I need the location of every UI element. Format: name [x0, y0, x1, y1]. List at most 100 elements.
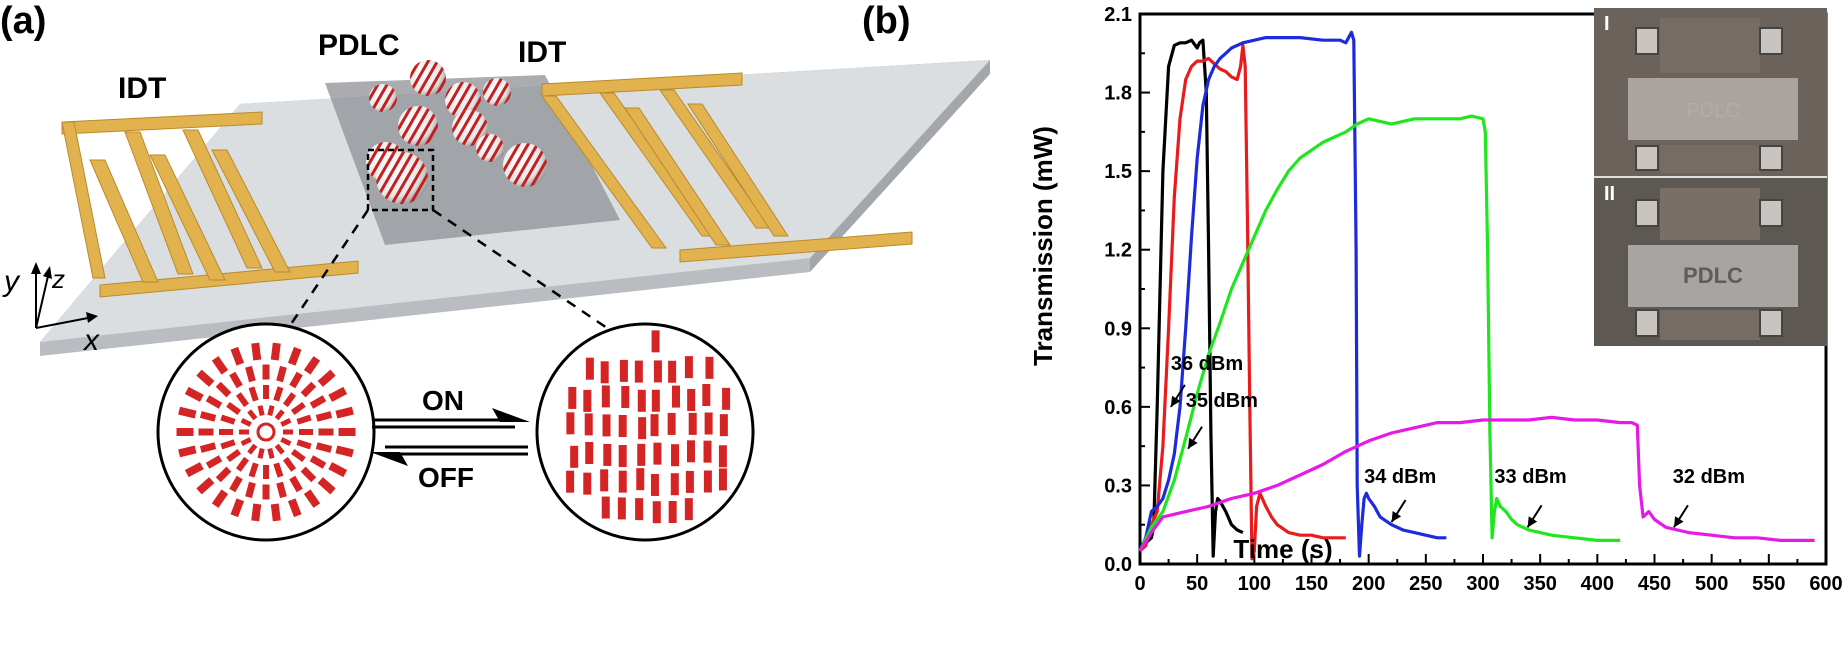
lc-molecule	[215, 466, 232, 483]
y-tick-label: 1.5	[1104, 161, 1132, 183]
lc-molecule	[584, 413, 593, 436]
lc-molecule	[263, 465, 269, 479]
lc-molecule	[687, 388, 696, 411]
y-tick-label: 1.2	[1104, 240, 1132, 262]
lc-molecule	[585, 441, 594, 464]
lc-molecule	[702, 384, 711, 407]
lc-molecule	[315, 442, 333, 453]
annotation-arrowhead	[1188, 437, 1198, 449]
lc-molecule	[245, 481, 256, 499]
lc-molecule	[240, 437, 252, 446]
lc-molecule	[684, 498, 693, 521]
lc-molecule	[248, 386, 259, 402]
lc-molecule	[267, 448, 275, 459]
panel-a-label: (a)	[0, 0, 47, 42]
lc-molecule	[245, 365, 256, 383]
annotation-arrowhead	[1673, 516, 1684, 528]
lc-molecule	[668, 360, 677, 383]
lc-molecule	[235, 392, 250, 408]
lc-molecule	[262, 484, 270, 500]
series-line-32-dbm	[1138, 415, 1815, 552]
lc-molecule	[634, 360, 643, 383]
lc-molecule	[619, 359, 628, 382]
lc-molecule	[205, 455, 223, 469]
lc-molecule	[178, 445, 197, 458]
lc-molecule	[653, 360, 662, 383]
lc-molecule	[198, 428, 214, 436]
lc-molecule	[303, 356, 321, 375]
annotation-arrowhead	[1391, 510, 1402, 523]
lc-molecule	[635, 498, 644, 521]
annotation-label: 35 dBm	[1186, 390, 1258, 412]
lc-molecule	[600, 469, 609, 492]
panel-b-chart: 0 50 100 150 200 250 300 350 400 450 500 550 600 0.0 0…	[1028, 4, 1843, 595]
lc-molecule	[317, 477, 336, 495]
lc-molecule	[230, 498, 245, 518]
lc-molecule	[637, 443, 646, 466]
x-tick-label: 550	[1752, 573, 1785, 595]
droplet	[398, 106, 438, 146]
lc-molecule	[220, 414, 236, 425]
lc-molecule	[196, 369, 215, 387]
inset-photo: PDLC PDLC I II	[1594, 8, 1827, 346]
x-tick-label: 200	[1352, 573, 1385, 595]
lc-molecule	[300, 466, 317, 483]
series-line-34-dbm	[1138, 30, 1447, 558]
annotation-label: 33 dBm	[1494, 466, 1566, 488]
inset-device-label-bottom: PDLC	[1683, 263, 1743, 288]
y-tick-label: 0.0	[1104, 554, 1132, 576]
y-tick-label: 0.9	[1104, 318, 1132, 340]
annotation-arrowhead	[1170, 395, 1181, 407]
droplet	[503, 143, 547, 187]
y-axis-title: Transmission (mW)	[1028, 126, 1058, 366]
lc-molecule	[703, 470, 712, 493]
y-tick-label: 0.3	[1104, 475, 1132, 497]
lc-molecule	[199, 411, 217, 422]
lc-molecule	[650, 414, 659, 437]
lc-molecule	[273, 386, 284, 402]
lc-molecule	[239, 429, 249, 435]
radial-droplet-zoom	[156, 322, 376, 542]
lc-molecule	[257, 448, 265, 459]
idt-left-electrode	[61, 111, 359, 298]
lc-molecule	[226, 448, 242, 463]
lc-molecule	[276, 481, 287, 499]
lc-molecule	[290, 448, 306, 463]
lc-molecule	[618, 414, 627, 437]
lc-molecule	[178, 406, 197, 419]
axis-z-label: z	[51, 264, 65, 294]
lc-molecule	[247, 409, 258, 421]
lc-molecule	[296, 439, 312, 450]
lc-molecule	[229, 371, 243, 389]
lc-molecule	[229, 475, 243, 493]
lc-molecule	[289, 371, 303, 389]
off-arrow	[370, 445, 528, 466]
panel-b-label: (b)	[862, 0, 911, 42]
x-tick-label: 250	[1409, 573, 1442, 595]
lc-molecule	[247, 443, 258, 455]
lc-molecule	[274, 443, 285, 455]
droplet	[452, 110, 488, 146]
x-tick-label: 150	[1295, 573, 1328, 595]
inset-device-label-top: PDLC	[1686, 100, 1739, 122]
lc-molecule	[603, 443, 612, 466]
lc-molecule	[309, 395, 327, 409]
lc-molecule	[270, 503, 281, 522]
lc-molecule	[585, 357, 594, 380]
on-label: ON	[422, 385, 464, 416]
lc-molecule	[184, 462, 204, 478]
lc-molecule	[722, 387, 731, 410]
x-tick-label: 300	[1466, 573, 1499, 595]
lc-molecule	[650, 473, 659, 496]
aligned-droplet-zoom	[535, 322, 755, 542]
lc-molecule	[289, 475, 303, 493]
lc-molecule	[230, 346, 245, 366]
lc-molecule	[211, 489, 229, 508]
lc-molecule	[262, 364, 270, 380]
lc-molecule	[184, 386, 204, 402]
lc-molecule	[309, 455, 327, 469]
lc-molecule	[215, 381, 232, 398]
axis-y-label: y	[2, 265, 21, 298]
x-tick-label: 350	[1523, 573, 1556, 595]
lc-molecule	[670, 473, 679, 496]
